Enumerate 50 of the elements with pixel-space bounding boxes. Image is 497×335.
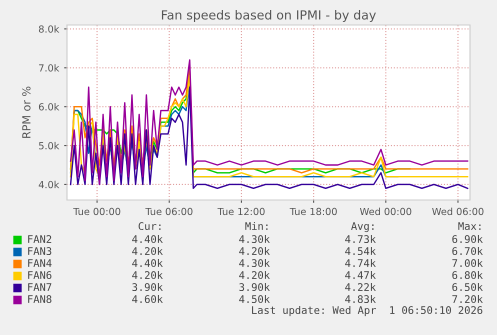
text: 3.90k	[132, 282, 163, 292]
text: 4.73k	[345, 234, 376, 244]
legend-label: FAN7	[28, 283, 52, 291]
legend-label: FAN3	[28, 247, 52, 256]
text: 4.74k	[345, 258, 376, 267]
text: 4.20k	[239, 246, 270, 256]
text: Max:	[458, 222, 480, 230]
y-tick-label: 4.0k	[38, 180, 60, 188]
x-tick-label: Wed 00:00	[360, 208, 412, 216]
text: 4.50k	[239, 294, 270, 304]
text: 6.80k	[452, 270, 483, 280]
legend-label: FAN6	[28, 271, 52, 280]
legend-label: FAN4	[28, 259, 52, 267]
x-tick-label: Tue 12:00	[218, 208, 265, 216]
text: Cur:	[138, 222, 160, 230]
x-tick-label: Wed 06:00	[432, 208, 484, 216]
legend-label: FAN8	[28, 295, 52, 304]
chart-title: Fan speeds based on IPMI - by day	[162, 10, 376, 22]
text: 4.20k	[132, 246, 163, 256]
y-tick-label: 6.0k	[38, 102, 60, 110]
text: 4.83k	[345, 294, 376, 304]
y-tick-label: 7.0k	[39, 64, 60, 72]
text: 6.70k	[452, 246, 483, 256]
text: 4.22k	[345, 282, 376, 291]
text: 4.54k	[345, 246, 376, 256]
x-tick-label: Tue 18:00	[290, 208, 337, 216]
text: 3.90k	[239, 282, 270, 292]
legend-label: FAN2	[28, 235, 52, 243]
text: 4.60k	[132, 294, 163, 304]
y-tick-label: 5.0k	[39, 142, 60, 150]
text: 4.30k	[239, 258, 270, 268]
text: 4.47k	[345, 270, 376, 279]
line-series	[70, 59, 468, 186]
text: 6.50k	[452, 282, 483, 292]
y-axis-title: RPM or %	[22, 86, 31, 138]
text: Min:	[245, 222, 268, 230]
text: Last update: Wed Apr 1 06:50:10 2026	[252, 306, 482, 316]
x-tick-label: Tue 06:00	[145, 208, 192, 216]
text: 4.40k	[132, 258, 163, 268]
text: 4.30k	[239, 234, 270, 244]
text: 7.20k	[452, 294, 483, 304]
text: 4.20k	[239, 270, 270, 280]
y-tick-label: 8.0k	[38, 25, 60, 33]
x-tick-label: Tue 00:00	[73, 208, 120, 216]
line-series	[70, 86, 468, 190]
text: 4.20k	[132, 270, 163, 280]
text: Avg:	[351, 222, 374, 232]
text: 4.40k	[132, 234, 163, 244]
text: 6.90k	[452, 234, 483, 244]
text: 7.00k	[452, 258, 483, 268]
